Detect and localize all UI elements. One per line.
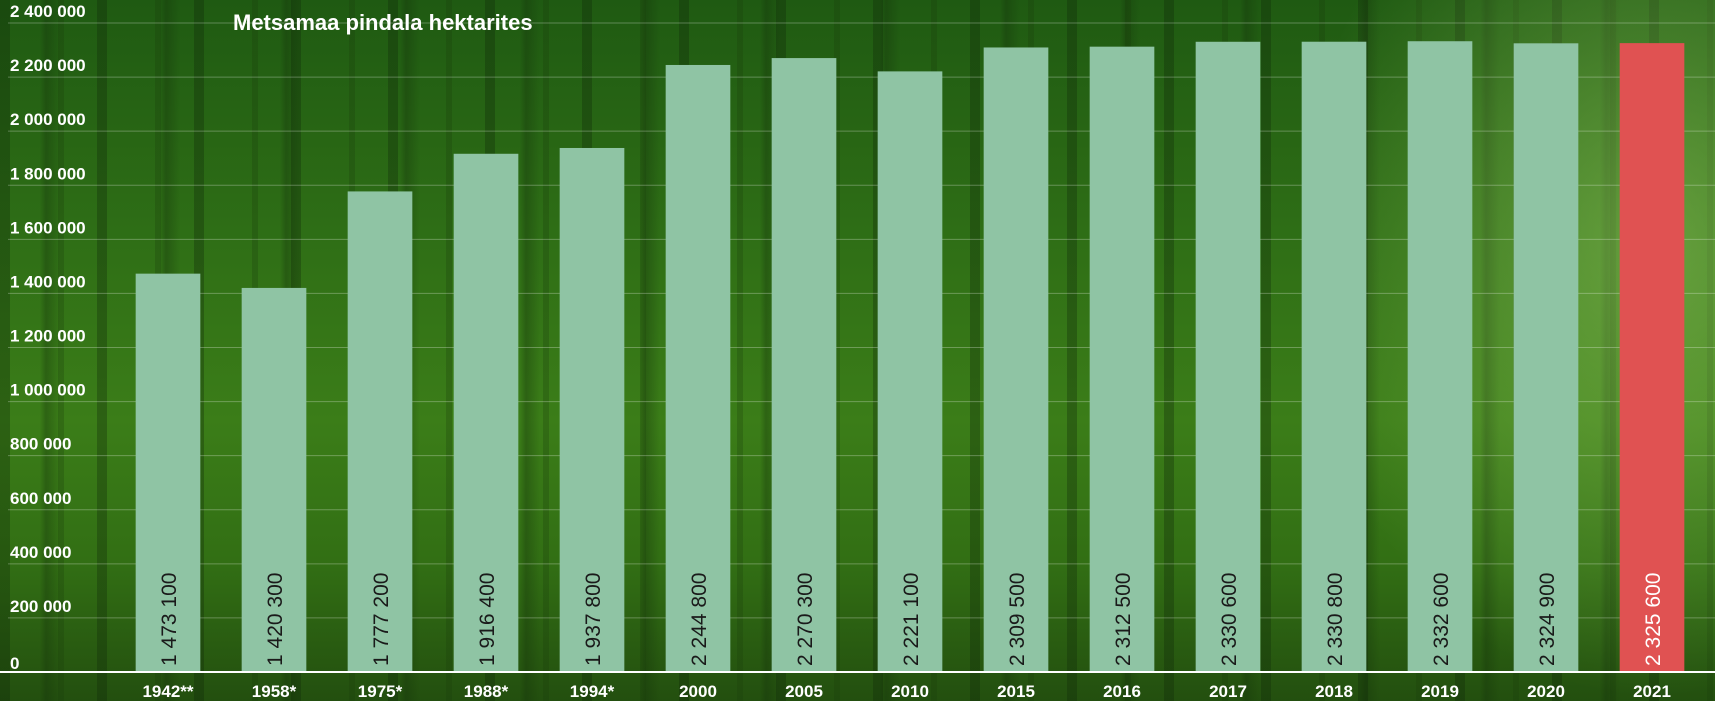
x-category-label: 2005 [785, 682, 823, 701]
bar-value-label: 2 330 800 [1324, 573, 1347, 666]
y-tick-label: 600 000 [10, 489, 71, 508]
x-category-label: 1994* [570, 682, 615, 701]
x-axis-labels: 1942** 1958* 1975* 1988* 1994* 2000 2005 2010 20… [142, 682, 1670, 701]
bar-value-label: 2 244 800 [688, 573, 711, 666]
bar-value-label: 1 937 800 [582, 573, 605, 666]
bar-value-label: 2 312 500 [1112, 573, 1135, 666]
bar-value-label: 1 916 400 [476, 573, 499, 666]
y-tick-label: 800 000 [10, 435, 71, 454]
x-category-label: 1958* [252, 682, 297, 701]
y-tick-label: 2 200 000 [10, 56, 86, 75]
bar-value-label: 2 221 100 [900, 573, 923, 666]
bar-value-label: 2 270 300 [794, 573, 817, 666]
bar [1089, 46, 1155, 673]
bar [771, 58, 837, 672]
y-tick-label: 400 000 [10, 543, 71, 562]
y-tick-label: 2 000 000 [10, 110, 86, 129]
bar [1301, 41, 1367, 673]
y-tick-label: 1 800 000 [10, 164, 86, 183]
x-category-label: 2000 [679, 682, 717, 701]
y-axis-ticks: 0 200 000 400 000 600 000 800 000 1 000 000 1 … [10, 2, 86, 673]
bar [877, 71, 943, 672]
x-category-label: 2018 [1315, 682, 1353, 701]
x-category-label: 2021 [1633, 682, 1671, 701]
bar-value-label: 2 330 600 [1218, 573, 1241, 666]
bar [559, 147, 625, 673]
value-labels: 1 473 100 1 420 300 1 777 200 1 916 400 1 93… [158, 573, 1665, 666]
bars [135, 41, 1685, 673]
x-category-label: 1988* [464, 682, 509, 701]
y-tick-label: 200 000 [10, 597, 71, 616]
y-tick-label: 1 200 000 [10, 327, 86, 346]
bar [241, 287, 307, 672]
bar-value-label: 2 309 500 [1006, 573, 1029, 666]
x-category-label: 2010 [891, 682, 929, 701]
bar [665, 64, 731, 672]
x-category-label: 2019 [1421, 682, 1459, 701]
bar-value-label: 1 420 300 [264, 573, 287, 666]
y-tick-label: 0 [10, 654, 19, 673]
bar-value-label: 1 473 100 [158, 573, 181, 666]
x-category-label: 1942** [142, 682, 193, 701]
bar [983, 47, 1049, 672]
x-category-label: 2015 [997, 682, 1035, 701]
bar [347, 191, 413, 672]
bar [135, 273, 201, 672]
y-tick-label: 1 600 000 [10, 218, 86, 237]
x-category-label: 2016 [1103, 682, 1141, 701]
chart-title: Metsamaa pindala hektarites [233, 10, 533, 35]
bar [1195, 41, 1261, 673]
x-category-label: 2017 [1209, 682, 1247, 701]
bar-value-label: 2 332 600 [1430, 573, 1453, 666]
bar [1619, 43, 1685, 672]
bar-value-label: 2 325 600 [1642, 573, 1665, 666]
x-category-label: 1975* [358, 682, 403, 701]
bar [1513, 43, 1579, 673]
bar [453, 153, 519, 672]
bar-value-label: 2 324 900 [1536, 573, 1559, 666]
y-tick-label: 1 400 000 [10, 272, 86, 291]
y-tick-label: 2 400 000 [10, 2, 86, 21]
y-tick-label: 1 000 000 [10, 381, 86, 400]
bar-value-label: 1 777 200 [370, 573, 393, 666]
bar [1407, 41, 1473, 673]
x-category-label: 2020 [1527, 682, 1565, 701]
